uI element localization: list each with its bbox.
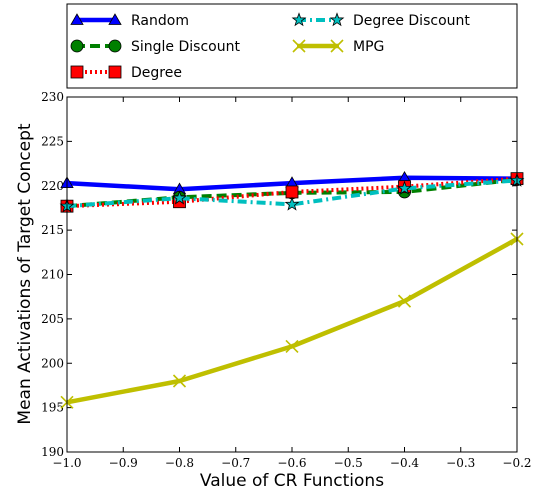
series-layer: [59, 170, 525, 409]
data-point: [172, 374, 187, 388]
y-axis-title: Mean Activations of Target Concept: [15, 123, 35, 425]
axis-ticks: −1.0 −0.9 −0.8 −0.7 −0.6 −0.5 −0.4 −0.3 −0.2 190 1…: [41, 90, 531, 470]
legend-marker: [292, 39, 306, 53]
legend-marker: [330, 39, 344, 53]
legend-marker: [291, 12, 307, 27]
data-point: [397, 180, 412, 195]
legend-item: Single Discount: [70, 39, 240, 55]
y-tick-label: 215: [41, 223, 64, 237]
x-tick-label: −0.6: [277, 456, 306, 470]
legend-label: Single Discount: [131, 39, 240, 55]
x-tick-label: −0.8: [165, 456, 194, 470]
x-tick-label: −1.0: [52, 456, 81, 470]
legend-item: Degree: [70, 65, 182, 81]
x-tick-label: −0.4: [390, 456, 420, 470]
x-axis-title: Value of CR Functions: [200, 471, 384, 491]
plot-frame: [66, 96, 518, 453]
legend-box: [66, 3, 518, 89]
y-tick-label: 195: [41, 401, 64, 415]
x-tick-label: −0.2: [502, 456, 531, 470]
legend-item: Degree Discount: [291, 12, 470, 29]
data-point: [285, 185, 299, 199]
legend-marker: [108, 65, 122, 79]
legend: Random Single Discount Degree Degree Discou…: [66, 3, 518, 89]
legend-marker: [70, 39, 84, 53]
y-tick-label: 190: [41, 445, 64, 459]
data-point: [172, 190, 187, 205]
x-tick-label: −0.9: [109, 456, 138, 470]
data-point: [397, 294, 412, 308]
y-tick-label: 200: [41, 356, 64, 370]
legend-item: Random: [70, 13, 189, 29]
y-tick-label: 205: [41, 312, 64, 326]
y-tick-label: 210: [41, 268, 64, 282]
x-tick-label: −0.5: [334, 456, 363, 470]
y-tick-label: 225: [41, 134, 64, 148]
legend-marker: [108, 13, 122, 25]
x-tick-label: −0.3: [446, 456, 475, 470]
legend-marker: [70, 65, 84, 79]
data-point: [284, 196, 300, 211]
y-tick-label: 220: [41, 179, 64, 193]
x-tick-label: −0.7: [221, 456, 250, 470]
legend-marker: [108, 39, 122, 53]
y-tick-label: 230: [41, 90, 64, 104]
legend-marker: [329, 12, 345, 27]
legend-label: Degree Discount: [353, 13, 470, 29]
legend-label: MPG: [353, 39, 384, 55]
legend-label: Random: [131, 13, 189, 29]
plot-area: [67, 97, 517, 452]
legend-item: MPG: [292, 39, 384, 55]
legend-marker: [70, 13, 84, 25]
legend-label: Degree: [131, 65, 182, 81]
data-point: [285, 339, 299, 353]
